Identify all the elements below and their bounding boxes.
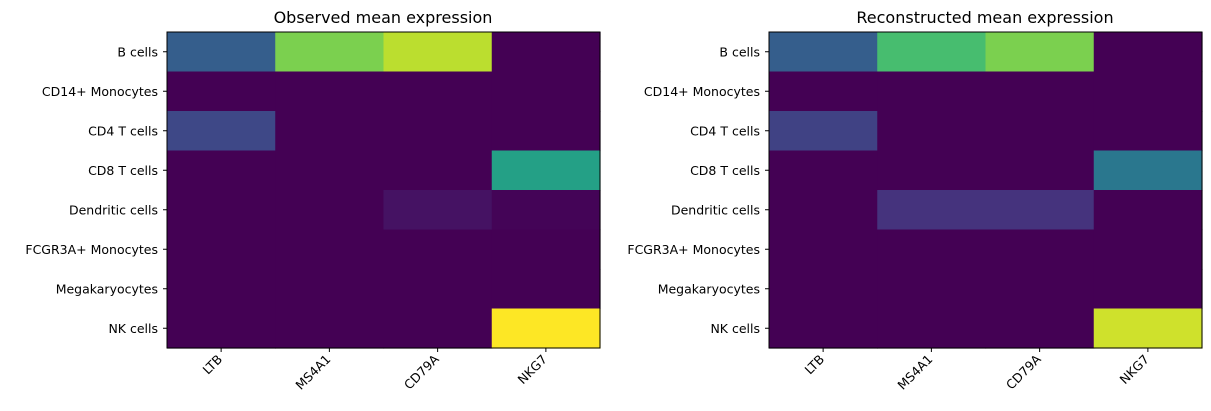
y-tick-label: Megakaryocytes (658, 281, 760, 296)
heatmap-cell (167, 32, 276, 73)
heatmap-cell (275, 190, 385, 231)
y-tick-label: FCGR3A+ Monocytes (25, 242, 158, 257)
heatmap-cell (275, 229, 385, 270)
heatmap-cell (275, 111, 385, 152)
heatmap-cell (1093, 150, 1203, 191)
heatmap-cell (1093, 229, 1203, 270)
heatmap-cell (985, 150, 1095, 191)
heatmap-cell (167, 269, 276, 310)
heatmap-cell (877, 190, 987, 231)
y-tick-label: Megakaryocytes (56, 281, 158, 296)
heatmap-cell (769, 269, 878, 310)
heatmap-cell (877, 308, 987, 349)
heatmap-cell (491, 190, 601, 231)
y-tick-label: NK cells (108, 321, 158, 336)
heatmap-cell (769, 111, 878, 152)
y-tick-label: CD8 T cells (88, 163, 158, 178)
heatmap-cell (275, 269, 385, 310)
heatmap-cell (383, 308, 493, 349)
heatmap-cell (1093, 71, 1203, 112)
heatmap-cell (1093, 269, 1203, 310)
heatmap-cell (383, 150, 493, 191)
heatmap-cell (769, 308, 878, 349)
y-tick-label: CD8 T cells (690, 163, 760, 178)
y-tick-label: Dendritic cells (69, 202, 158, 217)
heatmap-cell (491, 71, 601, 112)
heatmap-cell (275, 32, 385, 73)
heatmap-cell (383, 229, 493, 270)
heatmap-cell (491, 308, 601, 349)
heatmap-cell (877, 229, 987, 270)
heatmap-cell (985, 71, 1095, 112)
y-tick-label: CD14+ Monocytes (644, 84, 760, 99)
y-tick-label: CD4 T cells (690, 123, 760, 138)
heatmap-cell (491, 32, 601, 73)
heatmap-cell (167, 190, 276, 231)
heatmap-cell (1093, 190, 1203, 231)
heatmap-cell (383, 111, 493, 152)
heatmap-cell (167, 111, 276, 152)
heatmap-cell (877, 32, 987, 73)
heatmap-cell (275, 308, 385, 349)
heatmap-cell (769, 32, 878, 73)
heatmap-cell (985, 269, 1095, 310)
heatmap-cell (1093, 32, 1203, 73)
heatmap-cell (383, 190, 493, 231)
heatmap-cell (167, 229, 276, 270)
y-tick-label: B cells (117, 44, 158, 59)
heatmap-cell (877, 111, 987, 152)
heatmap-cell (769, 150, 878, 191)
heatmap-cell (491, 229, 601, 270)
panel-title: Reconstructed mean expression (856, 8, 1113, 27)
heatmap-panel-1: Observed mean expression B cells CD14+ Mon… (25, 8, 601, 393)
heatmap-cell (383, 71, 493, 112)
heatmap-cell (491, 111, 601, 152)
y-tick-label: Dendritic cells (671, 202, 760, 217)
heatmap-cell (491, 150, 601, 191)
heatmap-cell (275, 150, 385, 191)
heatmap-panel-2: Reconstructed mean expression B cells CD14… (627, 8, 1203, 393)
heatmap-cell (877, 269, 987, 310)
heatmap-cell (985, 229, 1095, 270)
heatmap-cell (1093, 308, 1203, 349)
heatmap-cell (985, 308, 1095, 349)
heatmap-cell (167, 71, 276, 112)
panel-title: Observed mean expression (274, 8, 493, 27)
heatmap-cell (877, 71, 987, 112)
heatmap-cell (877, 150, 987, 191)
heatmap-cell (769, 229, 878, 270)
heatmap-cell (985, 111, 1095, 152)
heatmap-cell (383, 32, 493, 73)
heatmap-cell (985, 190, 1095, 231)
heatmap-cell (985, 32, 1095, 73)
heatmap-cell (167, 308, 276, 349)
y-tick-label: FCGR3A+ Monocytes (627, 242, 760, 257)
heatmap-cell (491, 269, 601, 310)
axis-frame (768, 31, 1203, 349)
y-tick-label: NK cells (710, 321, 760, 336)
heatmap-cell (769, 71, 878, 112)
y-tick-label: CD14+ Monocytes (42, 84, 158, 99)
heatmap-cell (167, 150, 276, 191)
heatmap-cell (1093, 111, 1203, 152)
y-tick-label: CD4 T cells (88, 123, 158, 138)
heatmap-cell (275, 71, 385, 112)
heatmap-cell (769, 190, 878, 231)
axis-frame (166, 31, 601, 349)
heatmap-cell (383, 269, 493, 310)
y-tick-label: B cells (719, 44, 760, 59)
